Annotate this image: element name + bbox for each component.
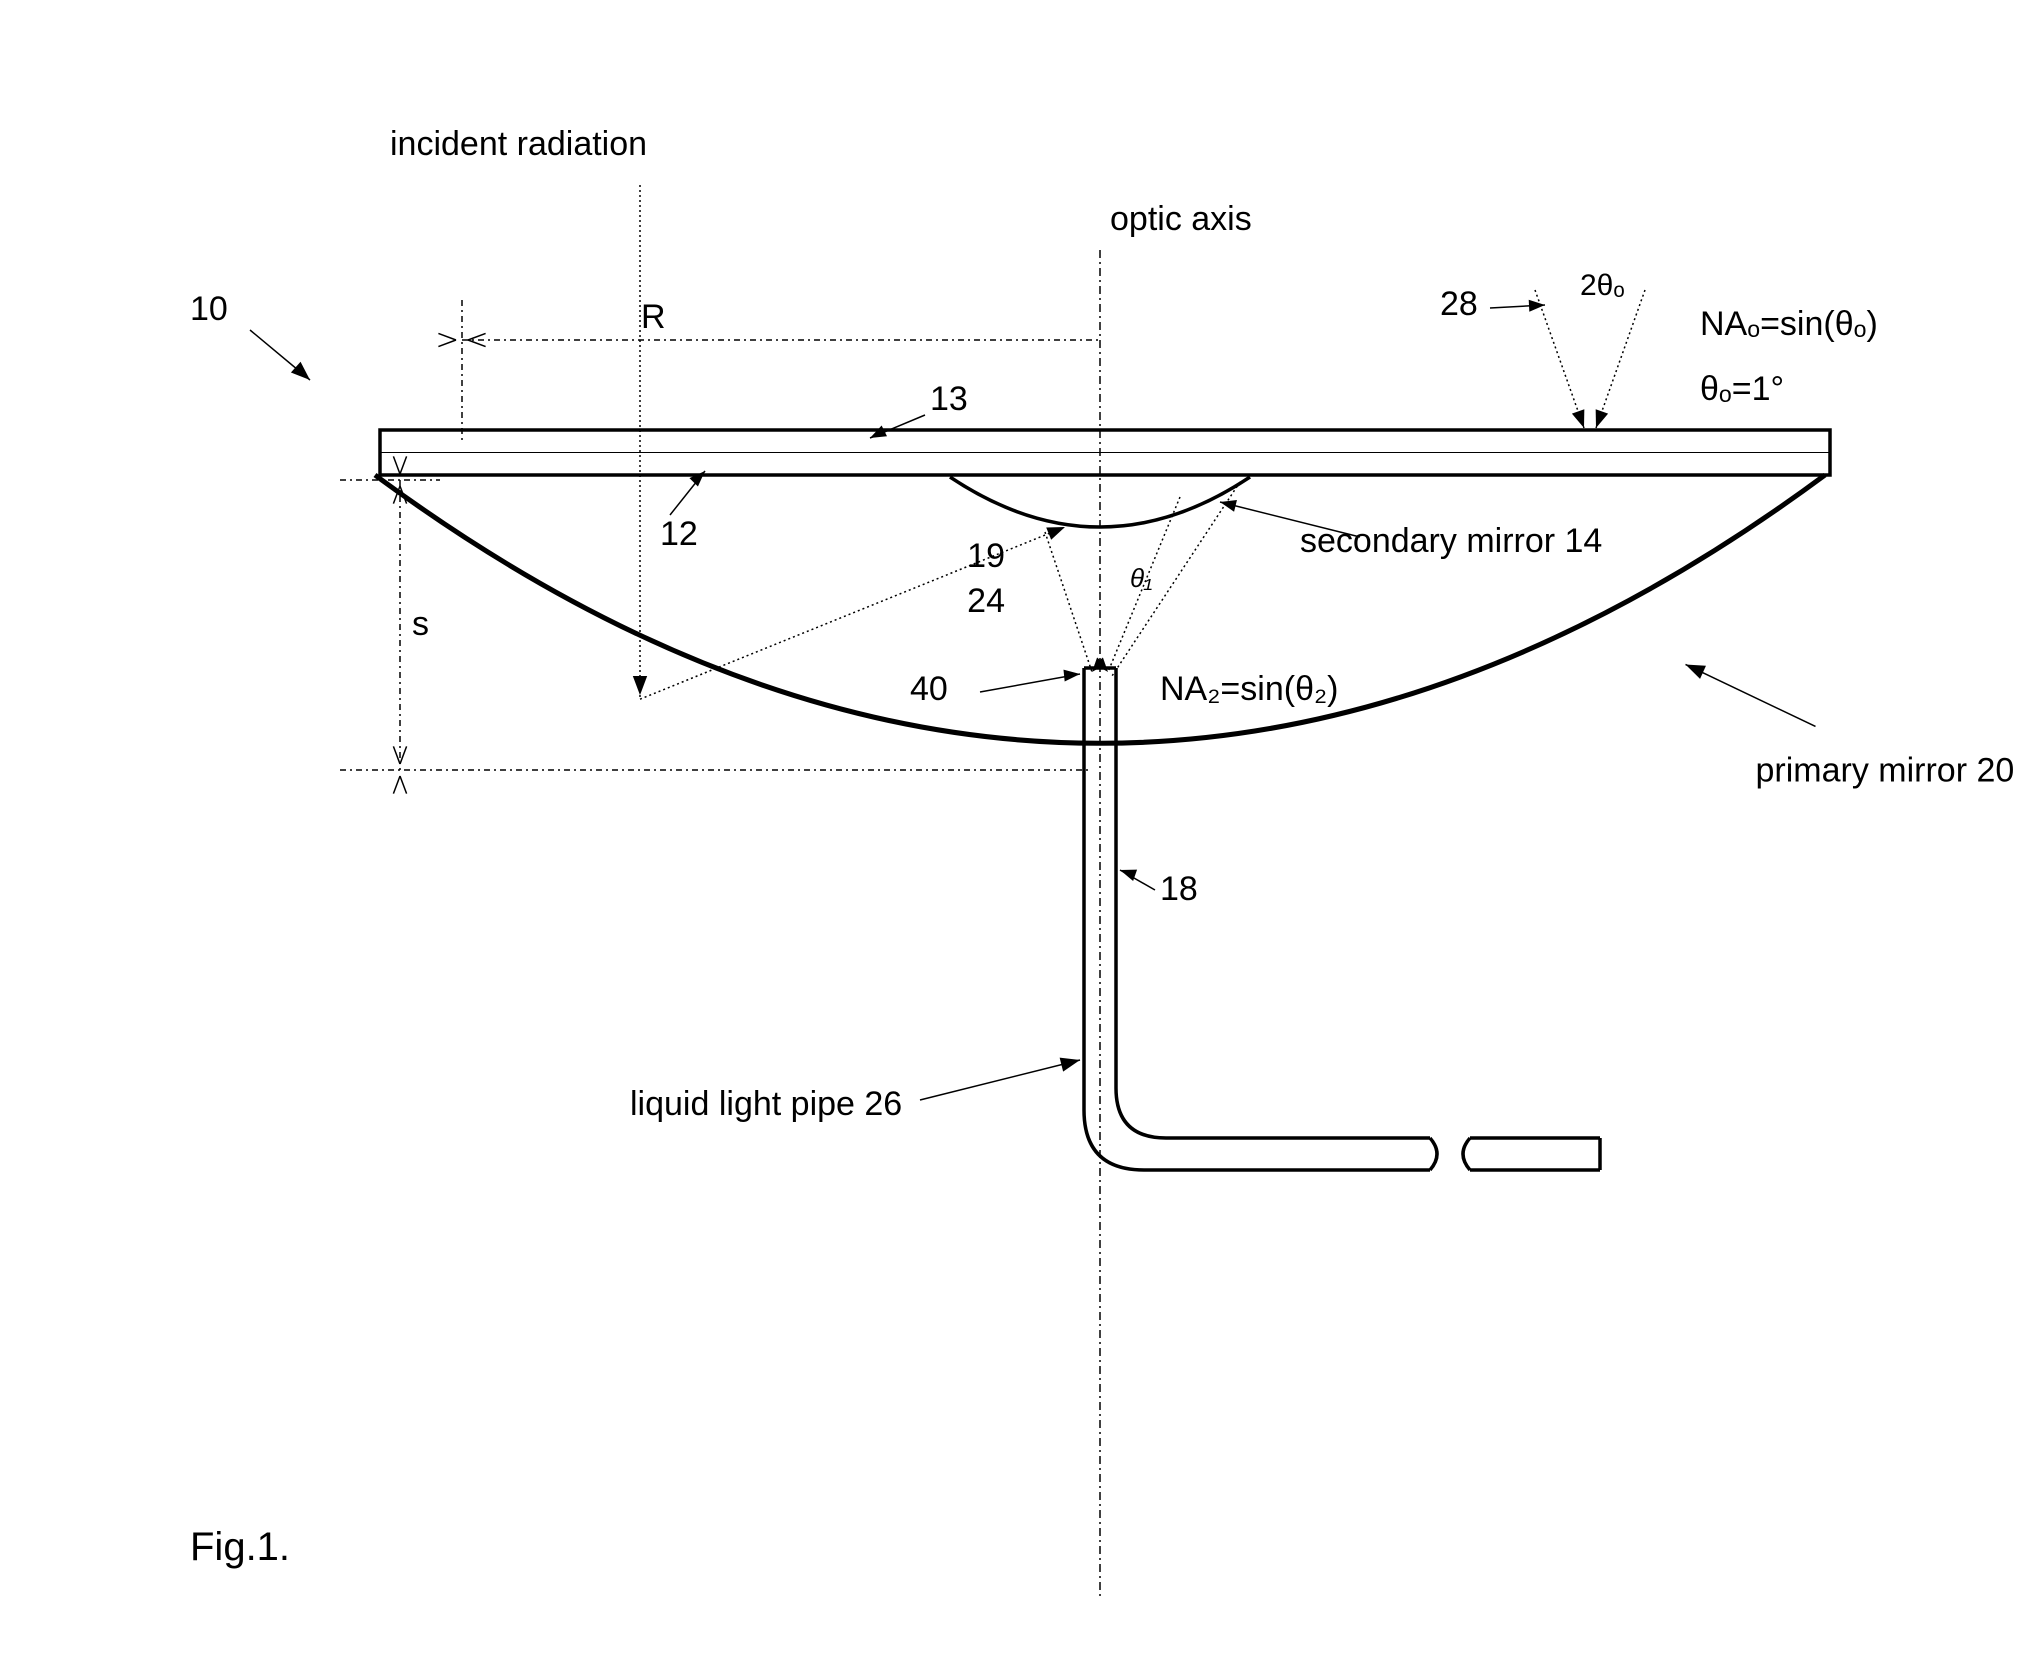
na2-label: NA₂=sin(θ₂) [1160,670,1339,708]
secondary-label: secondary mirror 14 [1300,522,1602,560]
optic-axis-label: optic axis [1110,200,1252,238]
s-label: s [412,605,429,643]
incident-label: incident radiation [390,125,647,163]
primary-label: primary mirror 20 [1756,751,2015,789]
ref-10: 10 [190,290,228,328]
R-label: R [641,298,666,336]
figure-caption: Fig.1. [190,1525,290,1569]
ref-18: 18 [1160,870,1198,908]
na-o-label: NAₒ=sin(θₒ) [1700,305,1878,343]
ref-19: 19 [967,537,1005,575]
theta-o-deg-label: θₒ=1° [1700,370,1784,408]
diagram-svg: optic axis incident radiation Rs θ₁ 2θₒ NAₒ=s… [0,0,2042,1674]
ref-12: 12 [660,515,698,553]
ref-40: 40 [910,670,948,708]
theta1-label: θ₁ [1130,563,1152,593]
ref-28: 28 [1440,285,1478,323]
pipe-label: liquid light pipe 26 [630,1085,902,1123]
ref-13: 13 [930,380,968,418]
ref-24: 24 [967,582,1005,620]
two-theta-o-label: 2θₒ [1580,269,1625,302]
